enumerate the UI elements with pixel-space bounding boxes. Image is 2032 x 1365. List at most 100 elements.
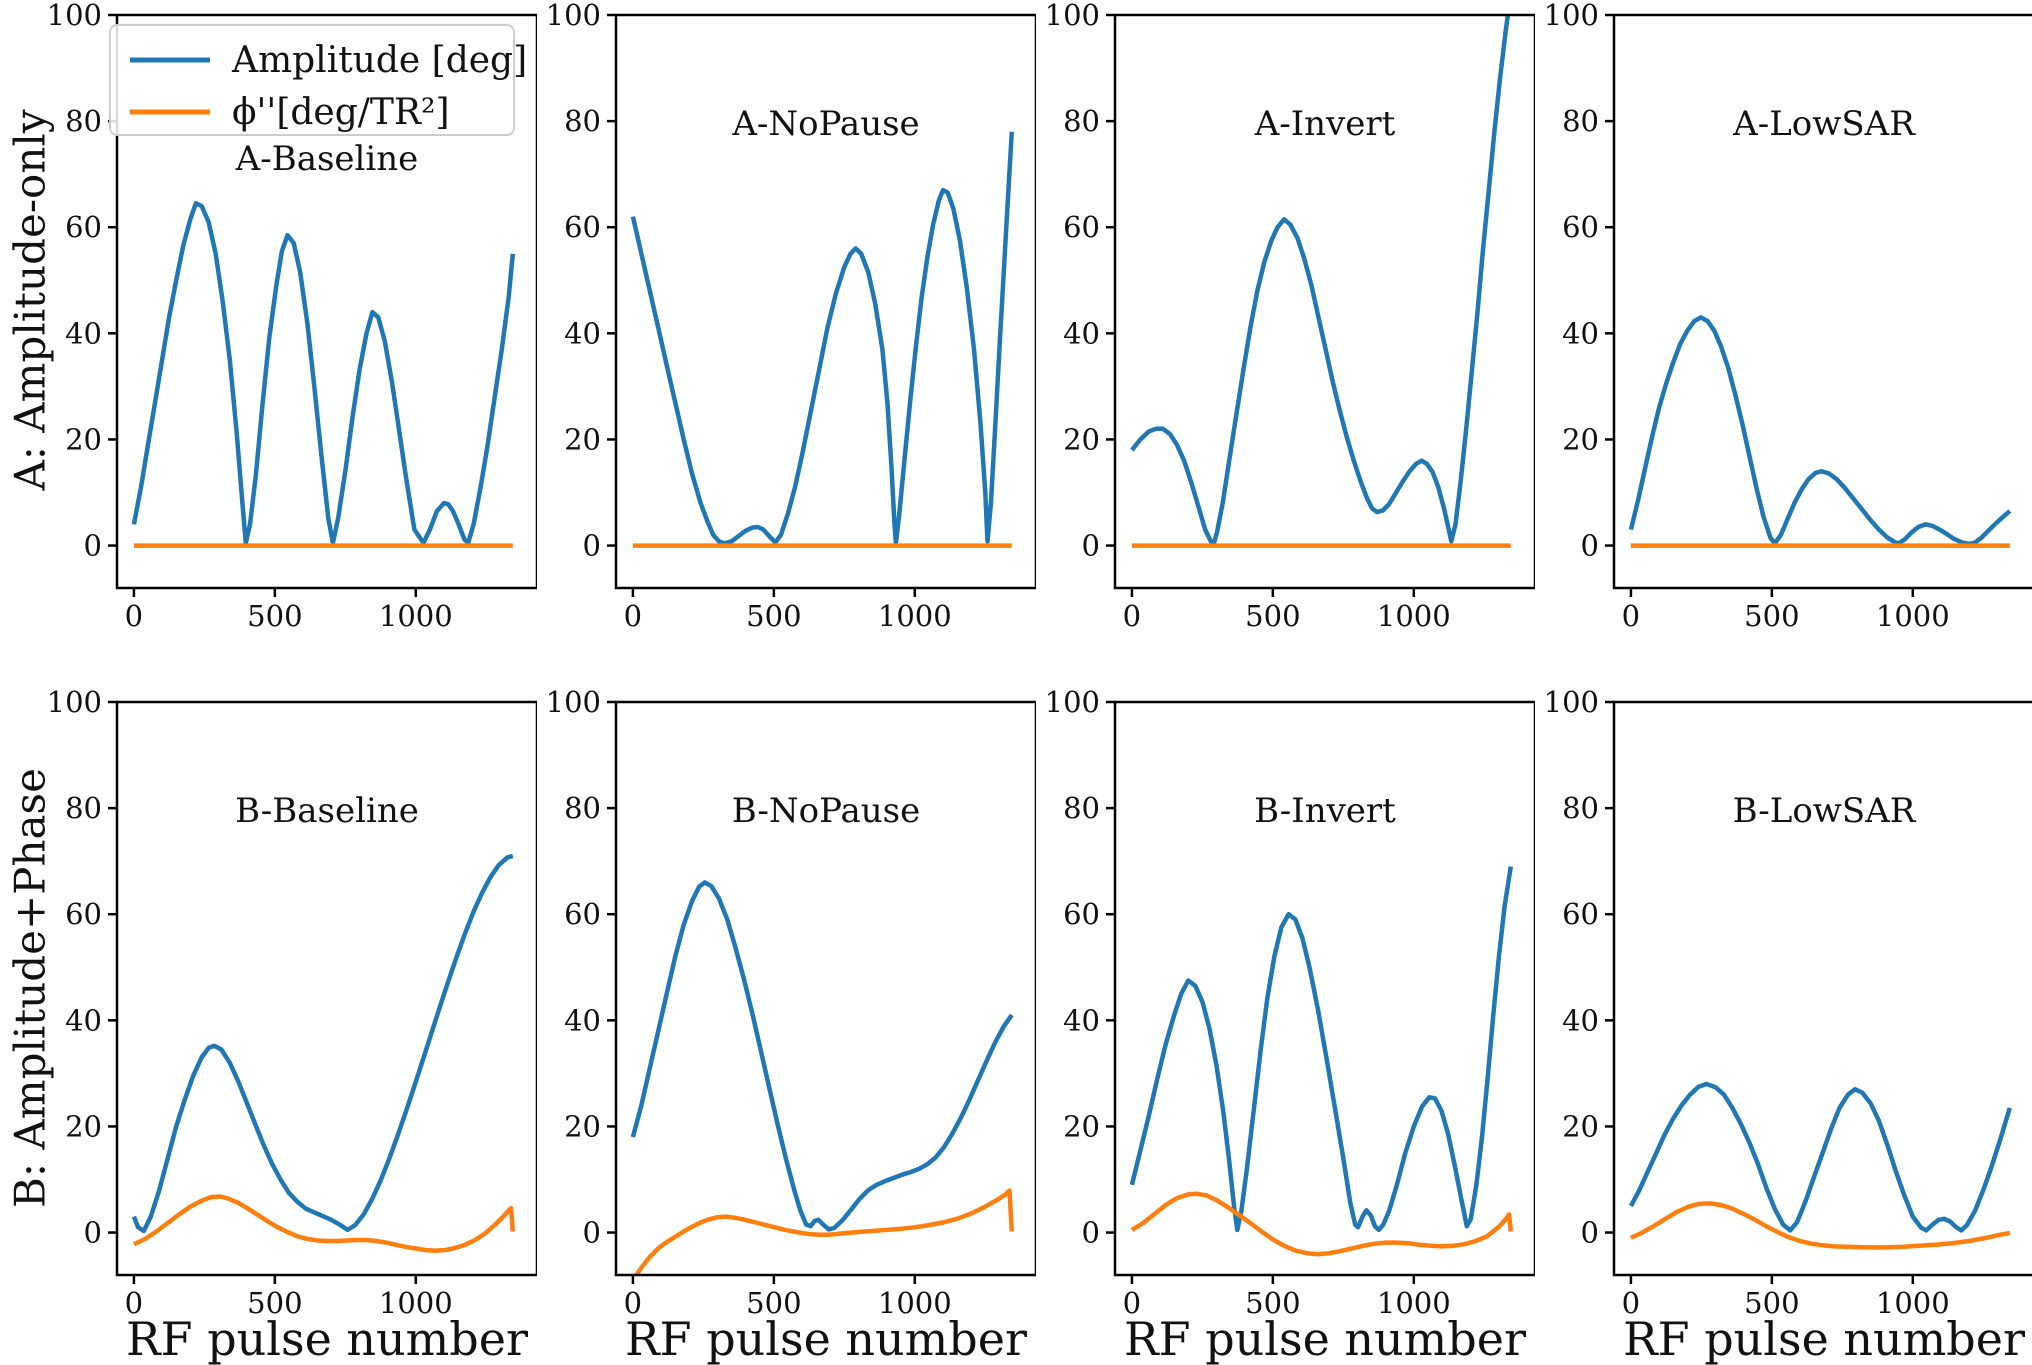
curve-amplitude bbox=[131, 201, 516, 546]
subplot-b-baseline: 0 500 1000 0 20 40 60 80 100 B-Baseline bbox=[47, 685, 539, 1320]
axes-frame bbox=[1612, 13, 2032, 590]
x-tick-label: 0 bbox=[1123, 599, 1141, 633]
x-tick-label: 1000 bbox=[1377, 1286, 1451, 1320]
x-tick-label: 1000 bbox=[1876, 1286, 1950, 1320]
y-tick-label: 20 bbox=[1063, 1109, 1100, 1143]
y-tick-label: 20 bbox=[65, 1109, 102, 1143]
x-tick-label: 0 bbox=[624, 1286, 642, 1320]
y-tick-label: 80 bbox=[1562, 791, 1599, 825]
y-tick-label: 60 bbox=[65, 210, 102, 244]
legend-box bbox=[109, 24, 515, 136]
y-tick-label: 0 bbox=[583, 1216, 601, 1250]
x-tick-label: 0 bbox=[624, 599, 642, 633]
subplot-a-nopause: 0 500 1000 0 20 40 60 80 100 A-NoPause bbox=[546, 0, 1038, 633]
curve-phase bbox=[1130, 1191, 1514, 1257]
y-tick-label: 100 bbox=[549, 687, 601, 719]
subplot-title: B-LowSAR bbox=[1733, 791, 1917, 831]
y-tick-label: 40 bbox=[1063, 316, 1100, 350]
y-tick-label: 100 bbox=[1547, 687, 1599, 719]
x-tick-label: 500 bbox=[247, 1286, 302, 1320]
y-tick-label: 100 bbox=[1048, 0, 1100, 32]
curve-amplitude bbox=[1130, 15, 1511, 547]
y-tick-label: 80 bbox=[1562, 104, 1599, 138]
curve-amplitude bbox=[1628, 315, 2012, 547]
axes-frame bbox=[1113, 700, 1537, 1277]
axes-frame bbox=[1113, 13, 1537, 590]
legend: Amplitude [deg] ϕ''[deg/TR²] bbox=[109, 24, 527, 136]
subplot-title: A-NoPause bbox=[731, 104, 919, 144]
axes-frame bbox=[1612, 700, 2032, 1277]
curve-amplitude bbox=[1628, 1081, 2012, 1233]
subplot-b-lowsar: 0 500 1000 0 20 40 60 80 100 B-LowSAR bbox=[1544, 685, 2032, 1320]
x-tick-label: 0 bbox=[1622, 1286, 1640, 1320]
y-tick-label: 20 bbox=[1063, 422, 1100, 456]
row-label-amplitude-phase: B: Amplitude+Phase bbox=[5, 768, 55, 1208]
subplot-a-lowsar: 0 500 1000 0 20 40 60 80 100 A-LowSAR bbox=[1544, 0, 2032, 633]
y-tick-label: 100 bbox=[50, 687, 102, 719]
y-tick-label: 0 bbox=[1581, 529, 1599, 563]
x-tick-label: 500 bbox=[247, 599, 302, 633]
x-axis-label: RF pulse number bbox=[126, 1312, 528, 1365]
subplot-title: A-Invert bbox=[1254, 104, 1396, 144]
x-axis-label: RF pulse number bbox=[625, 1312, 1027, 1365]
legend-label: Amplitude [deg] bbox=[231, 40, 527, 81]
y-tick-label: 60 bbox=[1063, 210, 1100, 244]
y-tick-label: 100 bbox=[1547, 0, 1599, 32]
subplot-b-invert: 0 500 1000 0 20 40 60 80 100 B-Invert bbox=[1045, 685, 1537, 1320]
curve-phase bbox=[1629, 1201, 2011, 1250]
axes-frame bbox=[614, 700, 1038, 1277]
x-axis-label: RF pulse number bbox=[1124, 1312, 1526, 1365]
subplot-cell-a-baseline: 0 500 1000 0 20 40 60 80 100 A-Baseline Amplitude … bbox=[47, 0, 539, 640]
y-tick-label: 80 bbox=[65, 791, 102, 825]
y-tick-label: 0 bbox=[1581, 1216, 1599, 1250]
x-tick-label: 1000 bbox=[878, 599, 952, 633]
x-tick-label: 500 bbox=[746, 1286, 801, 1320]
curve-amplitude bbox=[131, 853, 514, 1234]
x-tick-label: 0 bbox=[1622, 599, 1640, 633]
subplot-a-baseline: 0 500 1000020406080100A-BaselineAmplitude … bbox=[47, 0, 539, 633]
x-tick-label: 1000 bbox=[1377, 599, 1451, 633]
subplot-cell-a-lowsar: 0 500 1000 0 20 40 60 80 100 A-LowSAR bbox=[1544, 0, 2032, 640]
y-tick-label: 40 bbox=[1562, 1003, 1599, 1037]
legend-label: ϕ''[deg/TR²] bbox=[232, 92, 450, 133]
y-tick-label: 40 bbox=[1562, 316, 1599, 350]
x-tick-label: 0 bbox=[1123, 1286, 1141, 1320]
y-tick-label: 100 bbox=[549, 0, 601, 32]
y-tick-label: 20 bbox=[65, 422, 102, 456]
y-tick-label: 0 bbox=[583, 529, 601, 563]
x-tick-label: 1000 bbox=[379, 1286, 453, 1320]
curve-amplitude bbox=[630, 880, 1014, 1232]
y-tick-label: 100 bbox=[50, 0, 102, 32]
y-tick-label: 40 bbox=[65, 316, 102, 350]
x-tick-label: 1000 bbox=[1876, 599, 1950, 633]
x-axis-label: RF pulse number bbox=[1623, 1312, 2025, 1365]
curve-amplitude bbox=[630, 131, 1015, 546]
curve-phase bbox=[633, 1188, 1015, 1275]
y-tick-label: 20 bbox=[1562, 1109, 1599, 1143]
y-tick-label: 20 bbox=[1562, 422, 1599, 456]
x-tick-label: 500 bbox=[1744, 1286, 1799, 1320]
subplot-title: B-Baseline bbox=[235, 791, 419, 831]
curve-phase bbox=[132, 1194, 516, 1253]
y-tick-label: 80 bbox=[1063, 104, 1100, 138]
subplot-cell-b-baseline: 0 500 1000 0 20 40 60 80 100 B-Baseline bbox=[47, 685, 539, 1327]
subplot-cell-b-nopause: 0 500 1000 0 20 40 60 80 100 B-NoPause bbox=[546, 685, 1038, 1327]
y-tick-label: 60 bbox=[564, 210, 601, 244]
y-tick-label: 0 bbox=[84, 1216, 102, 1250]
x-tick-label: 0 bbox=[125, 599, 143, 633]
y-tick-label: 20 bbox=[564, 422, 601, 456]
axes-frame bbox=[614, 13, 1038, 590]
subplot-title: A-LowSAR bbox=[1732, 104, 1916, 144]
y-tick-label: 0 bbox=[84, 529, 102, 563]
y-tick-label: 60 bbox=[1562, 897, 1599, 931]
y-tick-label: 40 bbox=[1063, 1003, 1100, 1037]
y-tick-label: 60 bbox=[1562, 210, 1599, 244]
y-tick-label: 60 bbox=[564, 897, 601, 931]
y-tick-label: 100 bbox=[1048, 687, 1100, 719]
axes-frame bbox=[115, 700, 539, 1277]
subplot-cell-b-invert: 0 500 1000 0 20 40 60 80 100 B-Invert bbox=[1045, 685, 1537, 1327]
y-tick-label: 40 bbox=[564, 316, 601, 350]
row-label-amplitude-only: A: Amplitude-only bbox=[5, 109, 55, 491]
y-tick-label: 80 bbox=[65, 104, 102, 138]
x-tick-label: 1000 bbox=[379, 599, 453, 633]
